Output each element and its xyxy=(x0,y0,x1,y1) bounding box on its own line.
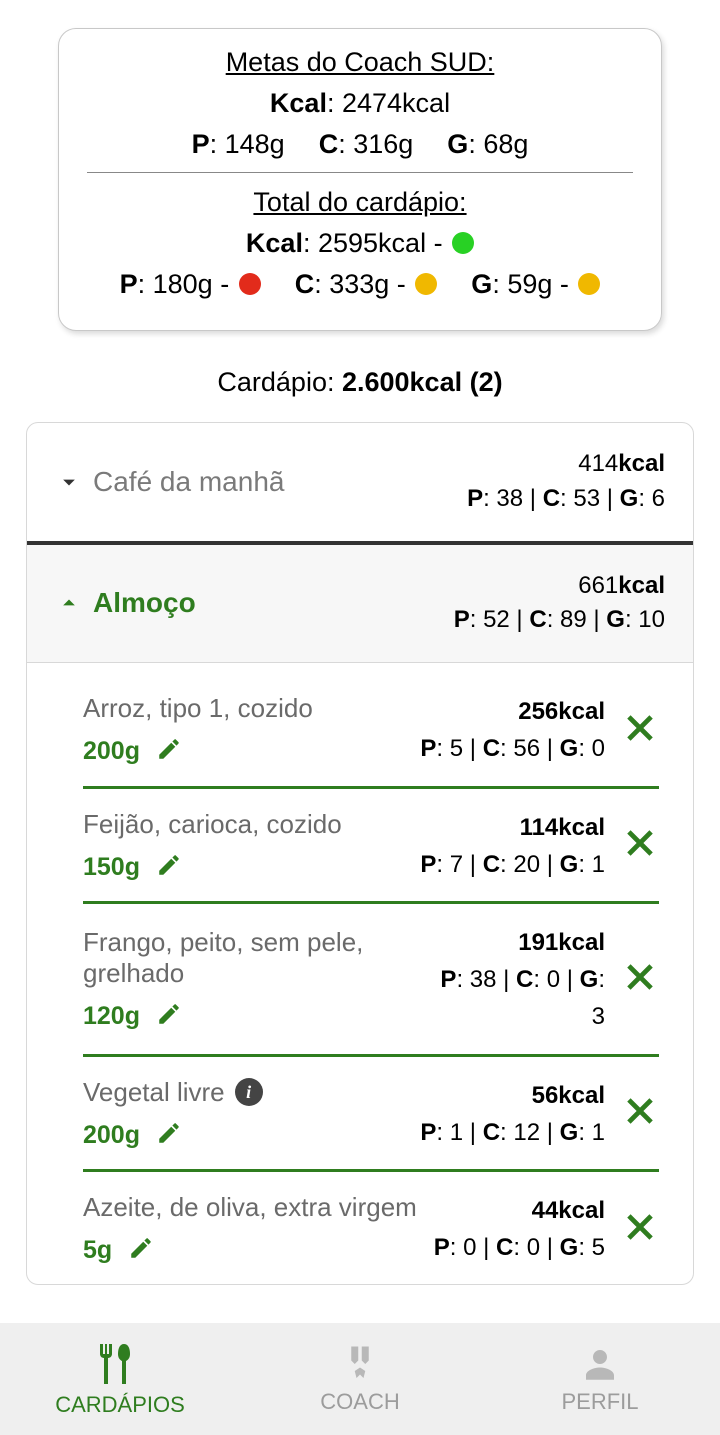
total-p-label: P xyxy=(120,269,138,299)
food-stats: 56kcalP: 1 | C: 12 | G: 1 xyxy=(420,1077,621,1151)
fork-knife-icon xyxy=(96,1340,144,1388)
total-title: Total do cardápio: xyxy=(87,187,633,218)
cardapio-value: 2.600kcal (2) xyxy=(342,367,503,397)
meal-stats: 661kcalP: 52 | C: 89 | G: 10 xyxy=(454,569,665,639)
food-qty: 200g xyxy=(83,1121,140,1150)
c-status-dot xyxy=(415,273,437,295)
edit-icon[interactable] xyxy=(156,1001,182,1032)
edit-icon[interactable] xyxy=(156,852,182,883)
food-name: Frango, peito, sem pele, grelhado xyxy=(83,927,437,989)
meal-stats: 414kcalP: 38 | C: 53 | G: 6 xyxy=(467,447,665,517)
food-item: Frango, peito, sem pele, grelhado 120g 191… xyxy=(83,904,659,1057)
food-name: Vegetal livre i xyxy=(83,1077,420,1108)
total-p-value: 180g xyxy=(153,269,213,299)
delete-icon[interactable] xyxy=(621,709,659,752)
info-icon[interactable]: i xyxy=(235,1078,263,1106)
goals-p-value: 148g xyxy=(225,129,285,159)
total-c-label: C xyxy=(295,269,315,299)
food-qty: 120g xyxy=(83,1002,140,1031)
food-stats: 44kcalP: 0 | C: 0 | G: 5 xyxy=(434,1192,621,1266)
p-status-dot xyxy=(239,273,261,295)
meal-name: Café da manhã xyxy=(93,466,467,498)
goals-c-value: 316g xyxy=(353,129,413,159)
kcal-status-dot xyxy=(452,232,474,254)
food-qty: 200g xyxy=(83,737,140,766)
meal-name: Almoço xyxy=(93,587,454,619)
delete-icon[interactable] xyxy=(621,958,659,1001)
g-status-dot xyxy=(578,273,600,295)
goals-macro-row: P: 148g C: 316g G: 68g xyxy=(87,129,633,160)
nav-perfil[interactable]: PERFIL xyxy=(480,1323,720,1435)
goals-title: Metas do Coach SUD: xyxy=(87,47,633,78)
food-item: Vegetal livre i 200g 56kcalP: 1 | C: 12 | … xyxy=(83,1057,659,1172)
summary-divider xyxy=(87,172,633,173)
goals-c-label: C xyxy=(319,129,339,159)
edit-icon[interactable] xyxy=(156,736,182,767)
meal-header[interactable]: Café da manhã414kcalP: 38 | C: 53 | G: 6 xyxy=(27,423,693,545)
medal-icon xyxy=(339,1343,381,1385)
meal-header[interactable]: Almoço661kcalP: 52 | C: 89 | G: 10 xyxy=(27,545,693,664)
food-name: Feijão, carioca, cozido xyxy=(83,809,420,840)
person-icon xyxy=(579,1343,621,1385)
food-name: Arroz, tipo 1, cozido xyxy=(83,693,420,724)
food-stats: 191kcalP: 38 | C: 0 | G: 3 xyxy=(437,924,621,1036)
food-qty: 150g xyxy=(83,853,140,882)
edit-icon[interactable] xyxy=(156,1120,182,1151)
nav-perfil-label: PERFIL xyxy=(561,1389,638,1415)
food-stats: 256kcalP: 5 | C: 56 | G: 0 xyxy=(420,693,621,767)
total-kcal: 2595kcal xyxy=(318,228,426,258)
food-item: Feijão, carioca, cozido 150g 114kcalP: 7 |… xyxy=(83,789,659,904)
delete-icon[interactable] xyxy=(621,1208,659,1251)
total-macro-row: P: 180g - C: 333g - G: 59g - xyxy=(87,269,633,300)
goals-kcal-line: Kcal: 2474kcal xyxy=(87,88,633,119)
goals-kcal: 2474kcal xyxy=(342,88,450,118)
summary-card: Metas do Coach SUD: Kcal: 2474kcal P: 14… xyxy=(58,28,662,331)
kcal-label-2: Kcal xyxy=(246,228,303,258)
food-stats: 114kcalP: 7 | C: 20 | G: 1 xyxy=(420,809,621,883)
nav-coach[interactable]: COACH xyxy=(240,1323,480,1435)
goals-g-label: G xyxy=(447,129,468,159)
nav-cardapios-label: CARDÁPIOS xyxy=(55,1392,185,1418)
food-item: Arroz, tipo 1, cozido 200g 256kcalP: 5 | C… xyxy=(83,673,659,788)
cardapio-prefix: Cardápio: xyxy=(217,367,342,397)
food-qty: 5g xyxy=(83,1236,112,1265)
nav-coach-label: COACH xyxy=(320,1389,399,1415)
kcal-label: Kcal xyxy=(270,88,327,118)
goals-p-label: P xyxy=(192,129,210,159)
goals-g-value: 68g xyxy=(483,129,528,159)
meals-card: Café da manhã414kcalP: 38 | C: 53 | G: 6… xyxy=(26,422,694,1285)
total-g-label: G xyxy=(471,269,492,299)
chevron-down-icon xyxy=(45,468,93,496)
total-c-value: 333g xyxy=(329,269,389,299)
total-g-value: 59g xyxy=(507,269,552,299)
food-list: Arroz, tipo 1, cozido 200g 256kcalP: 5 | C… xyxy=(27,663,693,1284)
food-item: Azeite, de oliva, extra virgem 5g 44kcalP:… xyxy=(83,1172,659,1284)
total-kcal-line: Kcal: 2595kcal - xyxy=(87,228,633,259)
chevron-up-icon xyxy=(45,589,93,617)
edit-icon[interactable] xyxy=(128,1235,154,1266)
delete-icon[interactable] xyxy=(621,1092,659,1135)
cardapio-header: Cardápio: 2.600kcal (2) xyxy=(0,367,720,398)
delete-icon[interactable] xyxy=(621,824,659,867)
nav-cardapios[interactable]: CARDÁPIOS xyxy=(0,1323,240,1435)
food-name: Azeite, de oliva, extra virgem xyxy=(83,1192,434,1223)
bottom-nav: CARDÁPIOS COACH PERFIL xyxy=(0,1323,720,1435)
